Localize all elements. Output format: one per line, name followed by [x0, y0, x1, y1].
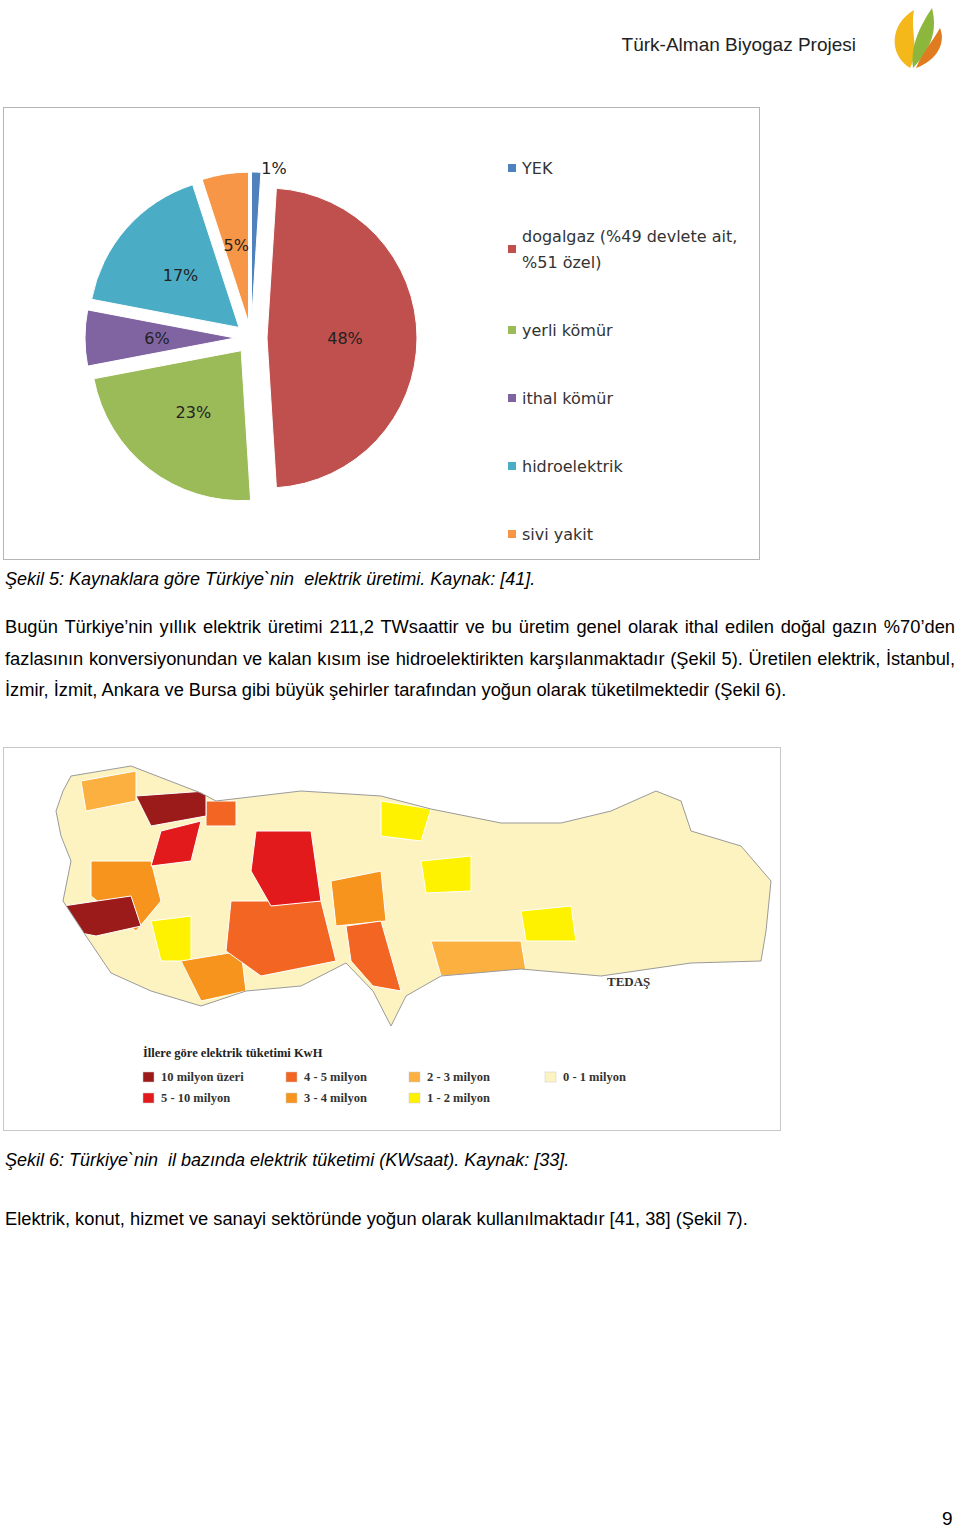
svg-text:YEK: YEK	[521, 159, 553, 178]
svg-text:6%: 6%	[144, 329, 169, 348]
svg-text:2 - 3 milyon: 2 - 3 milyon	[427, 1070, 490, 1084]
html-text:9: 9	[942, 1508, 953, 1529]
svg-text:%51 özel): %51 özel)	[522, 253, 601, 272]
html-text:Şekil 6: Türkiye`nin il bazınd: Şekil 6: Türkiye`nin il bazında elektrik…	[5, 1150, 570, 1170]
svg-text:TEDAŞ: TEDAŞ	[607, 974, 650, 989]
html-text:Elektrik, konut, hizmet ve san: Elektrik, konut, hizmet ve sanayi sektör…	[5, 1208, 748, 1229]
svg-text:1%: 1%	[261, 159, 286, 178]
svg-text:23%: 23%	[176, 403, 212, 422]
svg-text:1 - 2 milyon: 1 - 2 milyon	[427, 1091, 490, 1105]
svg-text:0 - 1 milyon: 0 - 1 milyon	[563, 1070, 626, 1084]
svg-text:hidroelektrik: hidroelektrik	[522, 457, 623, 476]
html-text:Bugün Türkiye’nin yıllık elekt: Bugün Türkiye’nin yıllık elektrik üretim…	[5, 616, 955, 700]
html-text:Türk-Alman Biyogaz Projesi: Türk-Alman Biyogaz Projesi	[621, 34, 856, 55]
svg-text:48%: 48%	[327, 329, 363, 348]
svg-text:3 - 4 milyon: 3 - 4 milyon	[304, 1091, 367, 1105]
svg-text:5%: 5%	[224, 236, 249, 255]
svg-text:4 - 5 milyon: 4 - 5 milyon	[304, 1070, 367, 1084]
svg-text:10 milyon üzeri: 10 milyon üzeri	[161, 1070, 244, 1084]
svg-text:5 - 10 milyon: 5 - 10 milyon	[161, 1091, 230, 1105]
svg-text:ithal kömür: ithal kömür	[522, 389, 613, 408]
svg-text:17%: 17%	[163, 266, 199, 285]
svg-text:dogalgaz (%49 devlete ait,: dogalgaz (%49 devlete ait,	[522, 227, 742, 246]
svg-text:sivi yakit: sivi yakit	[522, 525, 593, 544]
svg-text:İllere göre elektrik tüketimi: İllere göre elektrik tüketimi KwH	[143, 1046, 323, 1060]
html-text:Şekil 5: Kaynaklara göre Türki: Şekil 5: Kaynaklara göre Türkiye`nin ele…	[5, 569, 536, 589]
svg-text:yerli kömür: yerli kömür	[522, 321, 613, 340]
